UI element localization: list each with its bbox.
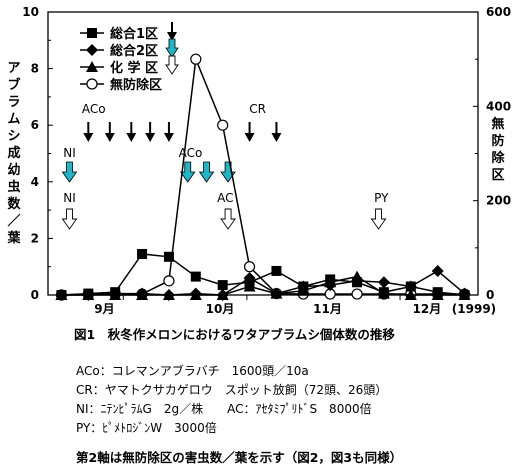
legend-label: 総合2区 [110,43,158,59]
black-arrow-head [145,133,156,142]
data-point [243,261,256,273]
legend-marker [86,44,98,56]
data-point [137,248,148,259]
x-tick-label: 12月 [413,302,442,316]
y1-tick-label: 10 [22,5,39,19]
series-line-1 [61,253,465,296]
cyan-arrow [179,161,196,183]
arrow-annotation: AC [217,191,233,205]
legend-marker [86,61,98,72]
data-point [243,280,256,292]
legend-marker [86,78,98,90]
data-point [190,53,202,65]
cyan-arrow [198,161,215,183]
data-point [377,287,390,299]
legend-label: 無防除区 [110,77,162,93]
data-point [377,276,390,289]
chart-axes: 0 2 4 6 8 10 0 200 400 600 9月 10月 11月 12月 (1999) アブラムシ成… [6,5,511,316]
year-label: (1999) [452,302,496,316]
arrow-annotation: CR [249,102,266,116]
open-arrow [370,208,387,230]
arrow-annotation: ACo [179,146,203,160]
black-arrow-head [167,32,177,41]
data-point [270,287,283,299]
black-arrow-head [83,133,94,142]
series-line-3 [61,275,465,296]
y1-tick-label: 2 [31,231,39,245]
data-point [351,270,364,282]
data-point [216,289,229,300]
y1-tick-label: 4 [31,175,39,189]
black-arrow-head [104,133,115,142]
open-arrow [220,208,236,230]
data-point [189,289,202,300]
data-point [324,276,337,288]
black-arrow-head [163,133,174,142]
chart-marks [55,53,471,301]
data-point [431,264,444,277]
data-point [136,289,149,300]
data-point [109,289,122,300]
data-point [217,280,228,291]
legend-arrow [165,38,179,58]
data-point [163,275,175,287]
note-line: PY：ﾋﾟﾒﾄﾛｼﾞﾝW 3000倍 [76,421,217,435]
legend-label: 総合1区 [110,26,158,42]
open-arrow [61,208,78,230]
data-point [190,271,201,282]
series-line-4 [61,56,465,296]
data-point [297,284,310,296]
data-point [404,280,417,293]
x-tick-label: 9月 [94,302,114,316]
arrow-annotation: ACo [82,102,106,116]
legend-arrow [165,55,179,75]
note-line: NI：ﾆﾃﾝﾋﾟﾗﾑG 2g／株 AC：ｱｾﾀﾐﾌﾟﾘﾄﾞS 8000倍 [76,402,372,416]
chart-caption: 図1 秋冬作メロンにおけるワタアブラムシ個体数の推移 [74,327,395,342]
data-point [163,251,174,262]
cyan-arrow [220,161,236,183]
arrow-annotation: NI [63,191,76,205]
note-line: ACo：コレマンアブラバチ 1600頭／10a [76,364,309,378]
data-point [243,272,256,285]
x-tick-label: 11月 [313,302,342,316]
y1-tick-label: 6 [31,118,39,132]
y1-axis-title: アブラムシ成幼虫数／葉 [6,61,21,246]
legend-label: 化 学 区 [110,60,158,76]
y1-tick-label: 8 [31,62,39,76]
chart: 0 2 4 6 8 10 0 200 400 600 9月 10月 11月 12月 (1999) アブラムシ成… [6,5,511,342]
black-arrow-head [271,133,282,142]
legend-marker [87,28,97,38]
open-arrow [165,55,179,75]
black-arrow-head [126,133,137,142]
notes: ACo：コレマンアブラバチ 1600頭／10a CR：ヤマトクサカゲロウ スポッ… [76,362,387,438]
data-point [431,289,444,300]
x-tick-label: 10月 [206,302,235,316]
note-line: CR：ヤマトクサカゲロウ スポット放飼（72頭、26頭） [76,383,388,397]
y1-tick-label: 0 [31,288,39,302]
arrow-annotation: PY [374,191,389,205]
data-point [82,289,95,300]
y2-axis-title: 無防除区 [491,116,505,183]
data-point [162,289,175,300]
data-point [458,289,471,300]
y2-tick-label: 400 [486,99,511,113]
data-point [55,289,68,300]
y2-tick-label: 200 [486,194,511,208]
data-point [217,119,229,131]
arrow-annotation: NI [63,146,76,160]
series-line-2 [61,270,466,296]
cyan-arrow [61,161,78,183]
data-point [271,265,282,276]
legend-arrow [167,22,177,41]
black-arrow-head [244,133,255,142]
cyan-arrow [165,38,179,58]
data-point [351,288,363,300]
y2-tick-label: 600 [486,5,511,19]
data-point [404,289,417,300]
y2-tick-label: 0 [486,288,494,302]
footer-note: 第2軸は無防除区の害虫数／葉を示す（図2，図3も同様） [76,450,403,465]
